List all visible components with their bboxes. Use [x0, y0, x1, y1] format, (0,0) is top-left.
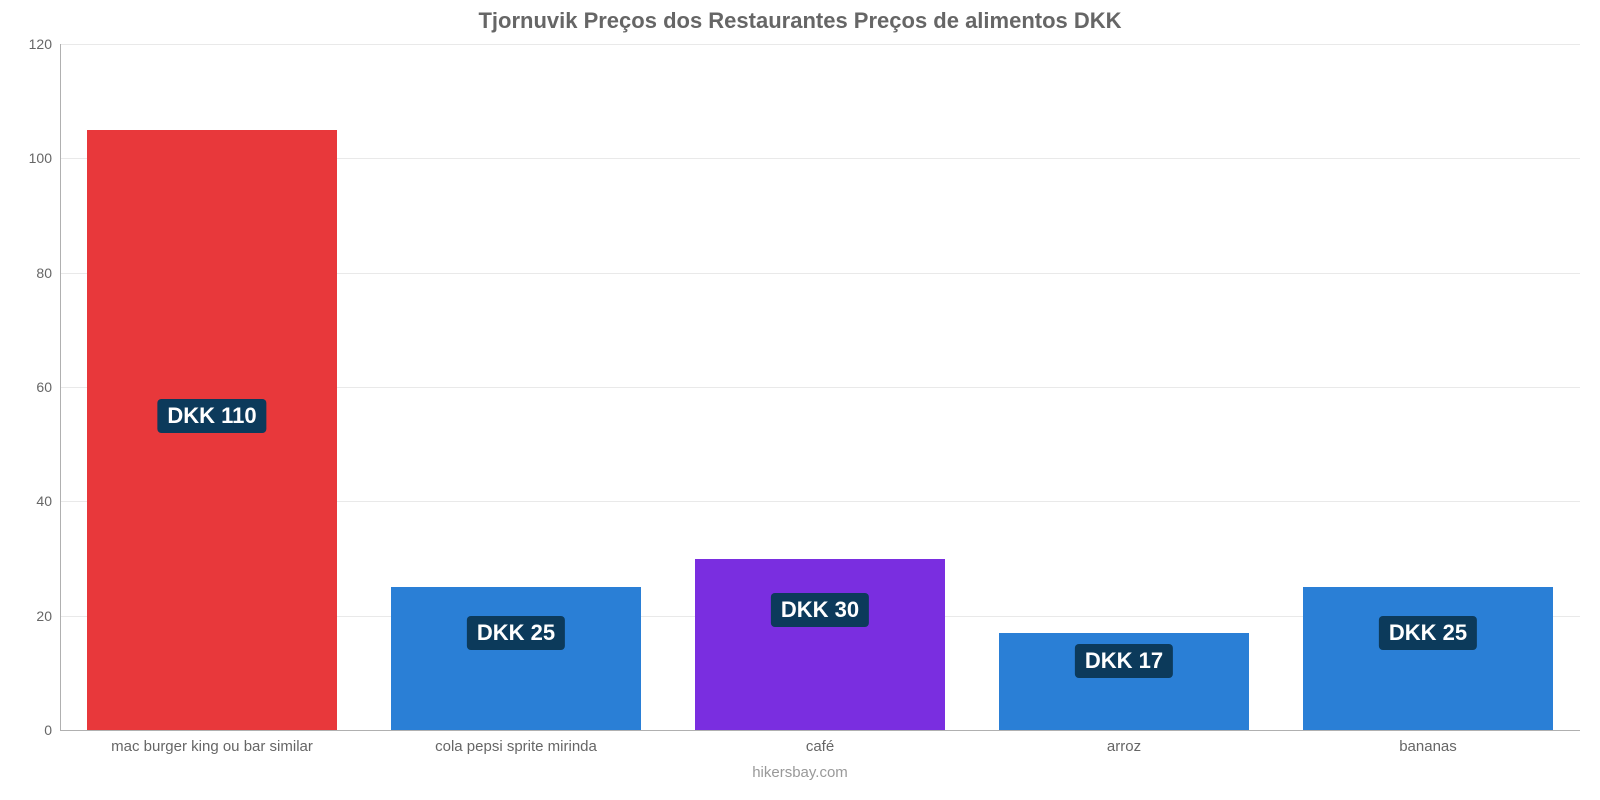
x-tick-label: café	[806, 730, 834, 755]
value-badge: DKK 25	[1379, 616, 1477, 650]
y-tick-label: 80	[36, 265, 60, 281]
plot-area: 020406080100120mac burger king ou bar si…	[60, 44, 1580, 730]
y-tick-label: 100	[29, 150, 60, 166]
y-tick-label: 0	[44, 722, 60, 738]
price-bar-chart: Tjornuvik Preços dos Restaurantes Preços…	[0, 0, 1600, 800]
value-badge: DKK 110	[157, 399, 266, 433]
bar	[695, 559, 944, 731]
bar	[391, 587, 640, 730]
y-tick-label: 40	[36, 493, 60, 509]
y-tick-label: 20	[36, 608, 60, 624]
bars-layer	[60, 44, 1580, 730]
y-tick-label: 120	[29, 36, 60, 52]
x-tick-label: arroz	[1107, 730, 1141, 755]
y-tick-label: 60	[36, 379, 60, 395]
x-tick-label: mac burger king ou bar similar	[111, 730, 313, 755]
value-badge: DKK 30	[771, 593, 869, 627]
value-badge: DKK 17	[1075, 644, 1173, 678]
chart-footer: hikersbay.com	[0, 764, 1600, 781]
chart-title: Tjornuvik Preços dos Restaurantes Preços…	[0, 8, 1600, 34]
value-badge: DKK 25	[467, 616, 565, 650]
x-tick-label: cola pepsi sprite mirinda	[435, 730, 597, 755]
x-tick-label: bananas	[1399, 730, 1457, 755]
bar	[1303, 587, 1552, 730]
